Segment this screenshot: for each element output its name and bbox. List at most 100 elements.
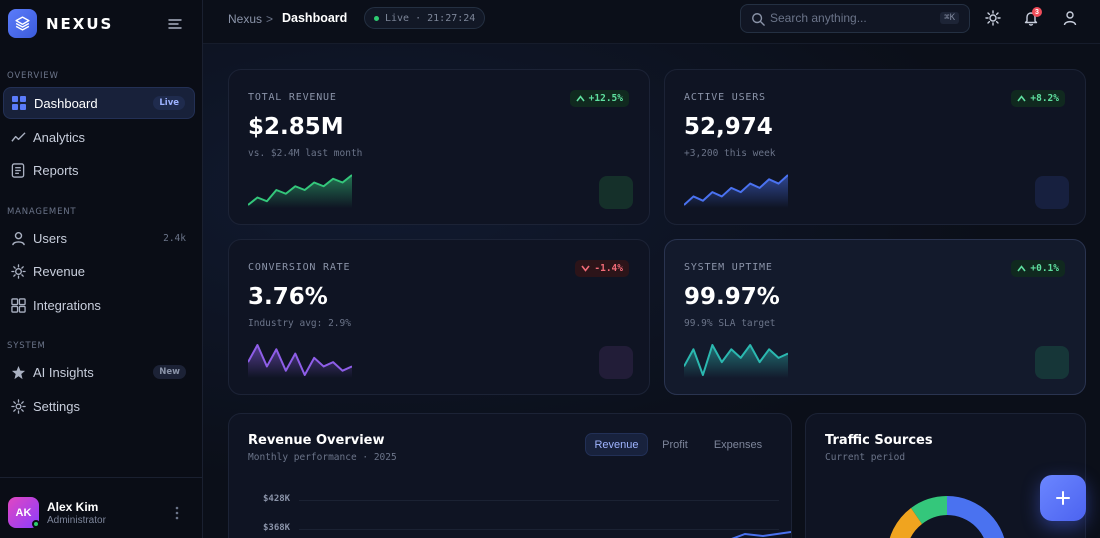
search-input[interactable]	[770, 11, 920, 25]
grid-line	[299, 500, 779, 501]
user-name: Alex Kim	[47, 500, 99, 514]
stat-card-conversion-rate[interactable]: CONVERSION RATE -1.4% 3.76% Industry avg…	[228, 239, 650, 395]
stat-value: 52,974	[684, 114, 773, 140]
sidebar-item-dashboard[interactable]: Dashboard Live	[3, 87, 195, 119]
topbar: Nexus > Dashboard Live · 21:27:24 ⌘K 3	[203, 0, 1100, 44]
star-icon	[10, 364, 26, 380]
sparkline	[684, 344, 788, 378]
delta-badge: -1.4%	[575, 260, 629, 277]
delta-value: -1.4%	[594, 263, 623, 274]
plus-icon	[1056, 491, 1070, 505]
y-axis-label: $428K	[263, 494, 291, 504]
traffic-donut	[889, 496, 1005, 538]
section-label-system: SYSTEM	[7, 341, 46, 351]
sparkline	[248, 174, 352, 208]
search-bar[interactable]: ⌘K	[740, 4, 970, 33]
sidebar-item-label: Reports	[33, 162, 79, 178]
sparkline-line	[248, 174, 352, 206]
sidebar: NEXUS OVERVIEW Dashboard Live Analytics …	[0, 0, 203, 538]
sidebar-item-integrations[interactable]: Integrations	[3, 289, 195, 321]
more-vertical-icon[interactable]	[172, 506, 182, 520]
traffic-sources-panel: Traffic Sources Current period	[805, 413, 1086, 538]
revenue-overview-panel: Revenue Overview Monthly performance · 2…	[228, 413, 792, 538]
breadcrumb-root[interactable]: Nexus	[228, 12, 263, 26]
stat-title: CONVERSION RATE	[248, 262, 351, 273]
sun-icon	[10, 263, 26, 279]
brand-name: NEXUS	[46, 14, 114, 33]
sparkline-line	[248, 344, 352, 376]
grid-line	[299, 529, 779, 530]
stat-value: 99.97%	[684, 284, 780, 310]
sparkline	[684, 174, 788, 208]
users-count: 2.4k	[163, 232, 186, 244]
sparkline-area	[248, 175, 352, 208]
brand[interactable]: NEXUS	[8, 9, 113, 38]
apps-icon	[10, 297, 26, 313]
sparkline-area	[684, 345, 788, 378]
document-icon	[10, 162, 26, 178]
sparkline-area	[684, 175, 788, 208]
card-accent-box	[599, 176, 633, 209]
grid-icon	[11, 95, 27, 111]
stat-subtext: vs. $2.4M last month	[248, 148, 363, 159]
sidebar-item-reports[interactable]: Reports	[3, 154, 195, 186]
delta-badge: +12.5%	[569, 90, 629, 107]
stat-subtext: +3,200 this week	[684, 148, 776, 159]
sidebar-item-label: Integrations	[33, 297, 101, 313]
layers-logo-icon	[8, 9, 37, 38]
sidebar-item-label: Dashboard	[34, 95, 98, 111]
trend-icon	[10, 129, 26, 145]
new-badge: New	[153, 365, 186, 379]
tab-expenses[interactable]: Expenses	[713, 438, 763, 451]
user-icon	[10, 230, 26, 246]
stat-card-total-revenue[interactable]: TOTAL REVENUE +12.5% $2.85M vs. $2.4M la…	[228, 69, 650, 225]
sidebar-item-label: Analytics	[33, 129, 86, 145]
delta-value: +12.5%	[588, 93, 623, 104]
stat-value: 3.76%	[248, 284, 328, 310]
card-accent-box	[599, 346, 633, 379]
user-profile[interactable]: AK Alex Kim Administrator	[0, 477, 203, 538]
panel-title: Revenue Overview	[248, 433, 385, 448]
stat-card-active-users[interactable]: ACTIVE USERS +8.2% 52,974 +3,200 this we…	[664, 69, 1086, 225]
sidebar-item-ai-insights[interactable]: AI Insights New	[3, 356, 195, 388]
add-fab-button[interactable]	[1040, 475, 1086, 521]
stat-card-system-uptime[interactable]: SYSTEM UPTIME +0.1% 99.97% 99.9% SLA tar…	[664, 239, 1086, 395]
panel-title: Traffic Sources	[825, 433, 933, 448]
live-clock-pill: Live · 21:27:24	[364, 7, 486, 29]
revenue-line	[731, 531, 791, 538]
sparkline	[248, 344, 352, 378]
sparkline-line	[684, 344, 788, 376]
delta-badge: +0.1%	[1011, 260, 1065, 277]
live-badge: Live	[153, 96, 185, 110]
delta-value: +8.2%	[1030, 93, 1059, 104]
section-label-management: MANAGEMENT	[7, 207, 77, 217]
sidebar-item-label: Revenue	[33, 263, 86, 279]
sidebar-item-users[interactable]: Users 2.4k	[3, 222, 195, 254]
menu-toggle-icon[interactable]	[167, 16, 183, 32]
user-account-icon[interactable]	[1062, 10, 1078, 26]
donut-segment-orange	[889, 508, 922, 538]
section-label-overview: OVERVIEW	[7, 71, 59, 81]
stat-title: SYSTEM UPTIME	[684, 262, 773, 273]
sidebar-item-revenue[interactable]: Revenue	[3, 255, 195, 287]
search-icon	[751, 12, 765, 31]
delta-badge: +8.2%	[1011, 90, 1065, 107]
donut-segment-green	[911, 496, 947, 524]
card-accent-box	[1035, 176, 1069, 209]
sidebar-item-settings[interactable]: Settings	[3, 390, 195, 422]
panel-subtitle: Monthly performance · 2025	[248, 452, 397, 463]
tab-profit[interactable]: Profit	[662, 438, 688, 451]
gear-icon	[10, 398, 26, 414]
delta-value: +0.1%	[1030, 263, 1059, 274]
card-accent-box	[1035, 346, 1069, 379]
live-clock-text: Live · 21:27:24	[385, 12, 476, 24]
stat-subtext: Industry avg: 2.9%	[248, 318, 351, 329]
stat-title: ACTIVE USERS	[684, 92, 766, 103]
theme-toggle-sun-icon[interactable]	[985, 10, 1001, 26]
online-status-dot	[32, 520, 40, 528]
stat-subtext: 99.9% SLA target	[684, 318, 776, 329]
y-axis-label: $368K	[263, 523, 291, 533]
tab-revenue[interactable]: Revenue	[585, 433, 648, 456]
sidebar-item-analytics[interactable]: Analytics	[3, 121, 195, 153]
user-role: Administrator	[47, 515, 106, 526]
